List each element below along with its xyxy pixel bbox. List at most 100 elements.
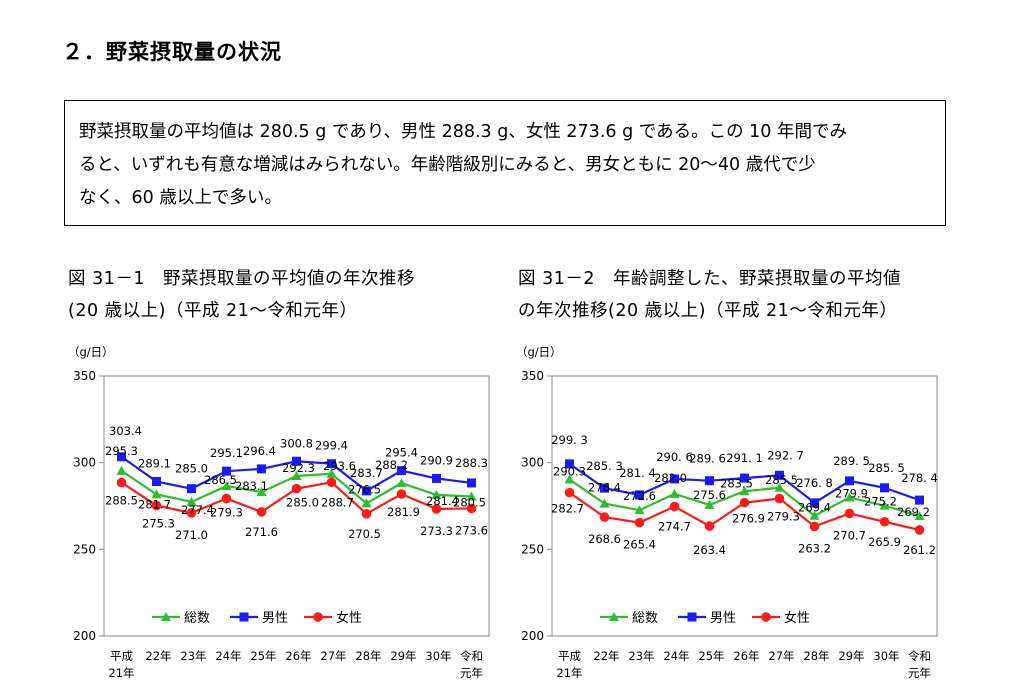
data-label: 290. 6 — [656, 450, 693, 464]
data-label: 285.0 — [286, 496, 319, 510]
data-label: 288.7 — [321, 495, 354, 509]
legend-marker-female — [761, 612, 771, 622]
y-tick-label: 250 — [521, 542, 544, 556]
data-point-total — [116, 465, 127, 475]
x-tick-label: 令和 — [908, 649, 931, 663]
data-point-total — [669, 488, 680, 498]
x-tick-label: 27年 — [320, 649, 346, 663]
data-point-male — [362, 486, 371, 496]
section-heading: ２．野菜摂取量の状況 — [62, 40, 282, 64]
data-label: 273.6 — [455, 523, 488, 537]
x-tick-label: 26年 — [733, 649, 759, 663]
legend-label: 女性 — [784, 610, 810, 626]
data-label: 277.4 — [181, 503, 214, 517]
y-tick-label: 200 — [521, 629, 544, 643]
data-point-female — [221, 493, 232, 504]
data-label: 282.7 — [551, 502, 584, 516]
data-point-female — [844, 508, 855, 519]
data-label: 275.3 — [142, 516, 175, 530]
figure-31-1-title: 図 31－1 野菜摂取量の平均値の年次推移 (20 歳以上)（平成 21〜令和元… — [68, 263, 508, 327]
data-label: 265.9 — [868, 535, 901, 549]
data-point-female — [326, 477, 337, 488]
data-label: 263.2 — [798, 541, 831, 555]
data-point-male — [117, 452, 126, 462]
legend-label: 女性 — [336, 610, 362, 626]
data-label: 282.0 — [654, 471, 687, 485]
legend-marker-male — [687, 612, 697, 622]
data-point-total — [396, 478, 407, 488]
data-point-total — [844, 492, 855, 502]
data-point-female — [256, 507, 267, 517]
data-label: 288.2 — [375, 458, 408, 472]
data-label: 285.0 — [175, 462, 208, 476]
data-label: 281.7 — [138, 497, 171, 511]
summary-line: ると、いずれも有意な増減はみられない。年齢階級別にみると、男女ともに 20〜40… — [79, 155, 816, 175]
data-label: 280.5 — [453, 495, 486, 509]
data-label: 295.3 — [105, 444, 138, 458]
data-label: 292.3 — [282, 461, 315, 475]
data-point-female — [739, 497, 750, 508]
legend-marker-total — [161, 612, 171, 621]
data-point-female — [431, 504, 442, 514]
data-point-male — [740, 473, 749, 483]
data-point-total — [879, 500, 890, 510]
data-point-male — [915, 495, 924, 505]
data-label: 271.6 — [245, 525, 278, 539]
legend-label: 総数 — [184, 611, 210, 626]
figure-title-line: 図 31－2 年齢調整した、野菜摂取量の平均値 — [518, 269, 901, 289]
x-tick-label: 25年 — [698, 649, 724, 663]
summary-line: 野菜摂取量の平均値は 280.5 g であり、男性 288.3 g、女性 273… — [79, 122, 847, 142]
data-point-male — [600, 483, 609, 493]
plot-area — [551, 375, 938, 637]
data-label: 289. 5 — [833, 454, 870, 468]
x-tick-label: 元年 — [908, 666, 931, 680]
data-label: 290.3 — [553, 464, 586, 478]
data-point-male — [397, 466, 406, 476]
data-label: 274.7 — [658, 520, 691, 534]
data-label: 296.4 — [243, 444, 276, 458]
data-label: 261.2 — [903, 543, 936, 557]
chart-31-2: （g/日） 350 300 250 200 平成 21年 22年 23年 24年 25年 26年 27年… — [516, 345, 938, 680]
data-point-total — [634, 505, 645, 515]
x-tick-label: 21年 — [556, 666, 582, 680]
y-tick-label: 350 — [73, 369, 96, 383]
x-tick-label: 23年 — [180, 649, 206, 663]
y-tick-label: 300 — [73, 456, 96, 470]
data-point-male — [635, 490, 644, 500]
y-tick-label: 350 — [521, 369, 544, 383]
data-label: 303.4 — [109, 424, 142, 438]
data-point-total — [599, 498, 610, 508]
data-point-female — [466, 503, 477, 514]
data-point-male — [670, 474, 679, 484]
x-tick-label: 30年 — [873, 649, 899, 663]
x-tick-label: 24年 — [215, 649, 241, 663]
legend-marker-female — [313, 612, 323, 622]
data-label: 299.4 — [315, 439, 348, 453]
x-tick-label: 27年 — [768, 649, 794, 663]
data-label: 273.3 — [420, 524, 453, 538]
x-tick-label: 26年 — [285, 649, 311, 663]
data-point-male — [222, 466, 231, 476]
data-point-male — [327, 459, 336, 469]
data-label: 300.8 — [280, 436, 313, 450]
legend-marker-male — [239, 612, 249, 622]
y-tick-label: 250 — [73, 542, 96, 556]
x-tick-label: 30年 — [425, 649, 451, 663]
data-point-total — [704, 499, 715, 509]
data-point-female — [914, 525, 925, 535]
plot-area — [103, 375, 490, 637]
legend-marker-total — [609, 612, 619, 621]
figure-31-2-title: 図 31－2 年齢調整した、野菜摂取量の平均値 の年次推移(20 歳以上)（平成… — [518, 263, 958, 327]
data-label: 269.4 — [798, 501, 831, 515]
x-tick-label: 25年 — [250, 649, 276, 663]
data-point-total — [291, 471, 302, 481]
x-tick-label: 23年 — [628, 649, 654, 663]
data-label: 283.5 — [720, 476, 753, 490]
data-label: 281.4 — [426, 494, 459, 508]
data-point-male — [810, 498, 819, 508]
data-point-total — [326, 468, 337, 478]
data-point-female — [361, 509, 372, 519]
data-label: 283.1 — [235, 479, 268, 493]
y-tick-label: 300 — [521, 456, 544, 470]
data-point-male — [432, 473, 441, 483]
